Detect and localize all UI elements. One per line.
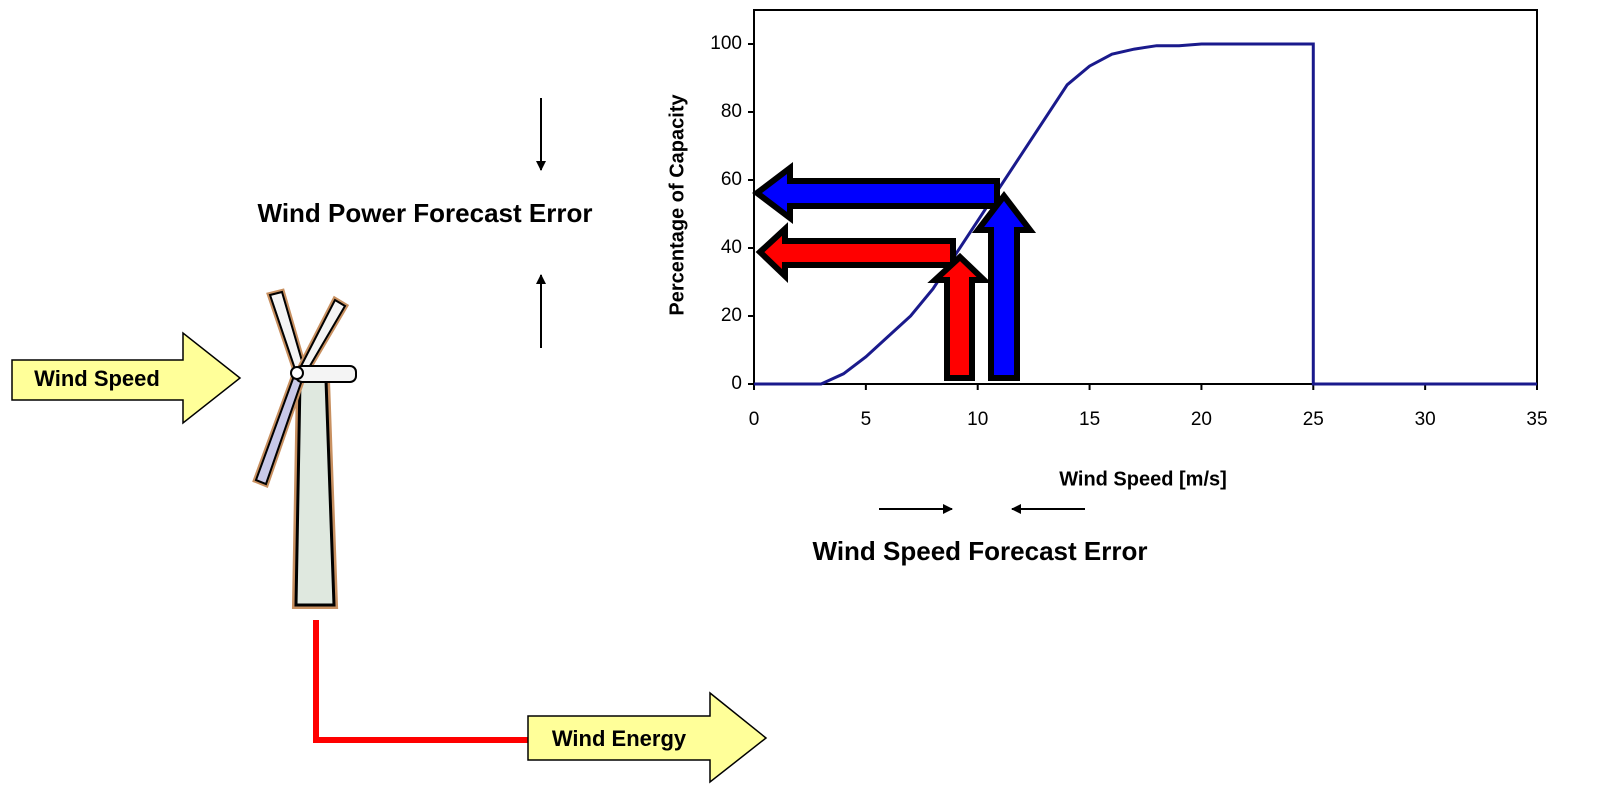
- energy-line: [313, 620, 528, 743]
- y-tick-label: 80: [721, 101, 742, 122]
- power-curve: [754, 42, 1537, 386]
- x-axis-title: Wind Speed [m/s]: [1059, 468, 1227, 490]
- x-tick-label: 0: [749, 409, 760, 430]
- turbine-icon: [252, 288, 357, 609]
- x-tick-label: 10: [967, 409, 988, 430]
- x-tick-label: 15: [1079, 409, 1100, 430]
- y-tick-label: 100: [710, 33, 742, 54]
- input-arrow: [11, 331, 242, 425]
- plot-frame: [753, 9, 1538, 385]
- wind-energy-label: Wind Energy: [552, 726, 687, 751]
- wind-speed-label: Wind Speed: [34, 366, 160, 391]
- y-tick-label: 0: [731, 373, 742, 394]
- output-arrow: [527, 691, 768, 784]
- x-tick-label: 30: [1415, 409, 1436, 430]
- speed-error-label: Wind Speed Forecast Error: [813, 536, 1148, 566]
- x-tick-label: 5: [861, 409, 872, 430]
- x-tick-label: 35: [1526, 409, 1547, 430]
- y-tick-label: 20: [721, 305, 742, 326]
- y-tick-label: 60: [721, 169, 742, 190]
- power-error-label: Wind Power Forecast Error: [258, 198, 593, 228]
- y-tick-label: 40: [721, 237, 742, 258]
- x-tick-label: 20: [1191, 409, 1212, 430]
- y-axis-title: Percentage of Capacity: [666, 94, 688, 316]
- illustration-arrows: [752, 161, 1037, 381]
- x-tick-label: 25: [1303, 409, 1324, 430]
